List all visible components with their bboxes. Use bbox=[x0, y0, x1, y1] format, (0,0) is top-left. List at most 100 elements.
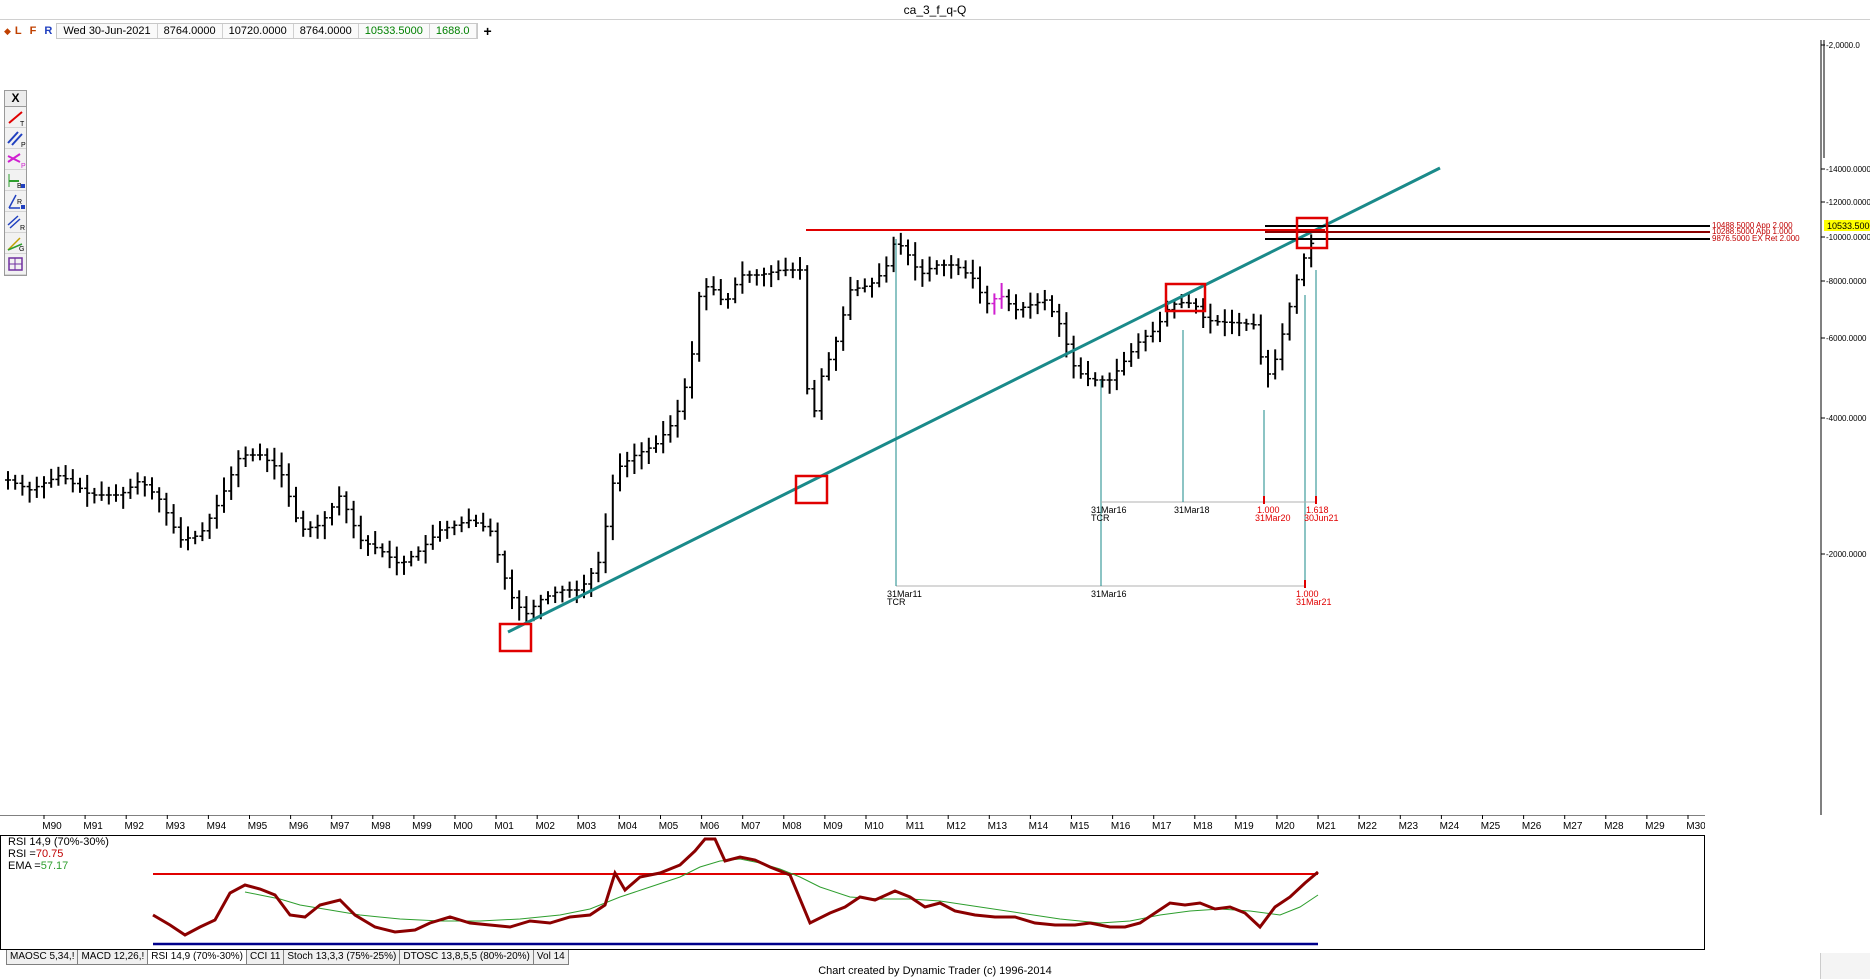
svg-text:R: R bbox=[17, 199, 22, 206]
cycle1-start-date: 31Mar11 bbox=[887, 589, 922, 599]
volume-value: 1688.0 bbox=[430, 24, 477, 38]
time-axis-label: M94 bbox=[207, 821, 227, 832]
time-axis-label: M09 bbox=[823, 821, 843, 832]
time-axis-label: M12 bbox=[946, 821, 966, 832]
indicator-tabs: MAOSC 5,34,! MACD 12,26,! RSI 14,9 (70%-… bbox=[6, 950, 569, 965]
mode-r-button[interactable]: R bbox=[44, 25, 53, 37]
drawing-toolbar: X T P P B R R G bbox=[4, 90, 27, 276]
time-axis-label: M99 bbox=[412, 821, 432, 832]
time-axis-label: M95 bbox=[248, 821, 268, 832]
status-corner bbox=[1820, 953, 1870, 979]
cycle1-end-date: 31Mar21 bbox=[1296, 597, 1332, 607]
price-level-label: 10288.5000 App 1.000 bbox=[1712, 227, 1793, 236]
svg-text:P: P bbox=[21, 142, 26, 148]
price-axis-labels: -2,0000.0 -14000.0000 -12000.0000 -10000.00… bbox=[1821, 41, 1870, 559]
time-axis-label: M00 bbox=[453, 821, 473, 832]
bands-tool-icon[interactable]: B bbox=[5, 170, 26, 191]
time-axis-label: M26 bbox=[1522, 821, 1542, 832]
highlight-box-2017 bbox=[1164, 282, 1207, 313]
support-trendline[interactable] bbox=[507, 166, 1441, 634]
time-axis-label: M97 bbox=[330, 821, 350, 832]
trendline-tool-icon[interactable]: T bbox=[5, 107, 26, 128]
grid-tool-icon[interactable] bbox=[5, 254, 26, 275]
info-bar: ◆ L F R Wed 30-Jun-2021 8764.0000 10720.… bbox=[0, 22, 492, 40]
price-axis-label: -12000.0000 bbox=[1826, 198, 1870, 207]
time-axis-label: M18 bbox=[1193, 821, 1213, 832]
mode-f-button[interactable]: F bbox=[29, 25, 37, 37]
time-axis-label: M14 bbox=[1029, 821, 1049, 832]
cycle2-ratio2: 1.618 bbox=[1306, 505, 1329, 515]
highlight-box-2001 bbox=[498, 622, 533, 653]
time-axis-label: M03 bbox=[577, 821, 597, 832]
parallel-tool-icon[interactable]: P bbox=[5, 128, 26, 149]
date-value: Wed 30-Jun-2021 bbox=[57, 24, 158, 38]
price-projection-tool-icon[interactable]: P bbox=[5, 149, 26, 170]
tab-vol[interactable]: Vol 14 bbox=[532, 950, 569, 965]
cycle2-date2: 30Jun21 bbox=[1304, 513, 1339, 523]
time-axis-label: M29 bbox=[1645, 821, 1665, 832]
price-axis-label: -2,0000.0 bbox=[1826, 41, 1860, 50]
open-value: 8764.0000 bbox=[158, 24, 223, 38]
price-axis[interactable]: -2,0000.0 -14000.0000 -12000.0000 -10000.00… bbox=[1820, 40, 1870, 815]
cycle2-date1: 31Mar20 bbox=[1255, 513, 1291, 523]
highlight-box-2008 bbox=[794, 474, 829, 505]
time-axis-label: M11 bbox=[906, 821, 925, 832]
close-value: 10533.5000 bbox=[359, 24, 430, 38]
time-axis-label: M24 bbox=[1440, 821, 1460, 832]
price-axis-label: -2000.0000 bbox=[1826, 550, 1867, 559]
retracement-tool-icon[interactable]: R bbox=[5, 191, 26, 212]
add-button[interactable]: + bbox=[483, 23, 492, 39]
time-axis-label: M06 bbox=[700, 821, 720, 832]
time-axis-label: M08 bbox=[782, 821, 802, 832]
time-axis-label: M17 bbox=[1152, 821, 1172, 832]
price-bars bbox=[5, 232, 1315, 624]
toolbar-close-button[interactable]: X bbox=[5, 91, 26, 107]
price-axis-label: -6000.0000 bbox=[1826, 334, 1867, 343]
rsi-value-label: RSI = bbox=[8, 848, 36, 860]
ema-value: 57.17 bbox=[40, 860, 69, 872]
svg-text:R: R bbox=[20, 225, 25, 232]
rsi-title: RSI 14,9 (70%-30%) bbox=[8, 836, 109, 848]
time-axis[interactable]: M90 M91 M92 M93 M94 M95 M96 M97 M98 M99 M00 M01 M02 M… bbox=[0, 815, 1705, 835]
time-axis-label: M22 bbox=[1357, 821, 1377, 832]
time-axis-label: M28 bbox=[1604, 821, 1624, 832]
price-axis-label: -10000.0000 bbox=[1826, 233, 1870, 242]
diamond-icon[interactable]: ◆ bbox=[4, 25, 11, 36]
highlight-box-2021 bbox=[1295, 216, 1329, 250]
rsi-value: 70.75 bbox=[35, 848, 64, 860]
time-axis-label: M05 bbox=[659, 821, 679, 832]
cycle2-ratio1: 1.000 bbox=[1257, 505, 1280, 515]
fan-tool-icon[interactable]: G bbox=[5, 233, 26, 254]
price-axis-label: -8000.0000 bbox=[1826, 277, 1867, 286]
rsi-legend: RSI 14,9 (70%-30%) RSI =70.75 EMA =57.17 bbox=[8, 836, 109, 872]
cycle1-start-tag: TCR bbox=[887, 597, 906, 607]
window-title: ca_3_f_q-Q bbox=[0, 0, 1870, 20]
cycle2-start-date: 31Mar16 bbox=[1091, 505, 1127, 515]
svg-text:P: P bbox=[21, 163, 26, 169]
price-level-label: 10488.5000 App 2.000 bbox=[1712, 221, 1793, 230]
time-axis-label: M92 bbox=[124, 821, 144, 832]
time-axis-label: M93 bbox=[166, 821, 186, 832]
time-axis-label: M01 bbox=[494, 821, 514, 832]
cycle2-start-tag: TCR bbox=[1091, 513, 1110, 523]
credit-text: Chart created by Dynamic Trader (c) 1996… bbox=[818, 965, 1052, 977]
time-axis-label: M91 bbox=[83, 821, 103, 832]
ema-value-label: EMA = bbox=[8, 860, 41, 872]
low-value: 8764.0000 bbox=[294, 24, 359, 38]
price-axis-label: -4000.0000 bbox=[1826, 414, 1867, 423]
ratio-tool-icon[interactable]: R bbox=[5, 212, 26, 233]
cycle1-end-ratio: 1.000 bbox=[1296, 589, 1319, 599]
svg-text:G: G bbox=[19, 246, 24, 253]
svg-text:T: T bbox=[20, 121, 25, 127]
mode-l-button[interactable]: L bbox=[14, 25, 22, 37]
rsi-panel[interactable] bbox=[0, 835, 1705, 950]
time-axis-label: M30 bbox=[1686, 821, 1705, 832]
time-axis-label: M98 bbox=[371, 821, 391, 832]
ohlc-readout: Wed 30-Jun-2021 8764.0000 10720.0000 876… bbox=[56, 23, 478, 39]
cycle1-mid-date: 31Mar16 bbox=[1091, 589, 1127, 599]
high-value: 10720.0000 bbox=[223, 24, 294, 38]
time-axis-label: M25 bbox=[1481, 821, 1501, 832]
svg-text:B: B bbox=[17, 183, 22, 190]
